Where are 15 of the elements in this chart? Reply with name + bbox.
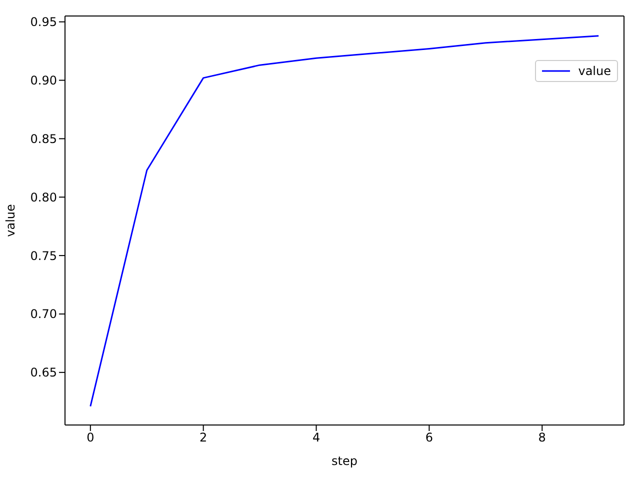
y-tick-label: 0.80 [30, 190, 57, 204]
y-tick-label: 0.65 [30, 366, 57, 380]
y-axis-title: value [3, 204, 18, 237]
x-tick-label: 4 [312, 430, 320, 445]
y-tick-label: 0.85 [30, 132, 57, 146]
y-tick-label: 0.75 [30, 248, 57, 263]
x-tick-label: 8 [538, 430, 546, 445]
x-axis-title: step [332, 454, 358, 468]
y-tick-label: 0.90 [30, 74, 57, 88]
x-tick-label: 0 [86, 430, 94, 445]
y-tick-label: 0.95 [30, 15, 57, 30]
x-tick-label: 2 [200, 430, 208, 445]
x-tick-label: 6 [425, 430, 434, 445]
legend-label: value [578, 64, 611, 78]
y-tick-label: 0.70 [30, 307, 57, 322]
